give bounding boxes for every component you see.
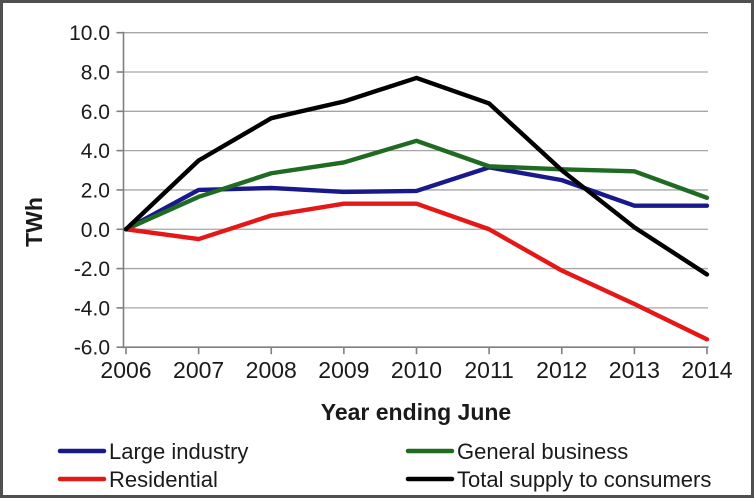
y-tick-label: 2.0 bbox=[81, 179, 110, 202]
legend-label-residential: Residential bbox=[109, 467, 218, 492]
y-axis-title: TWh bbox=[21, 197, 47, 247]
legend: Large industry General business Residentia… bbox=[57, 439, 711, 492]
x-tick-label: 2010 bbox=[391, 357, 442, 383]
y-tick-label: -4.0 bbox=[74, 297, 110, 320]
x-tick-label: 2006 bbox=[100, 357, 151, 383]
x-tick-label: 2013 bbox=[609, 357, 660, 383]
y-tick-label: -2.0 bbox=[74, 258, 110, 281]
legend-label-total-supply-to-consumers: Total supply to consumers bbox=[457, 467, 711, 492]
y-tick-label: 10.0 bbox=[69, 22, 110, 45]
data-series bbox=[123, 75, 710, 342]
x-tick-label: 2011 bbox=[464, 357, 513, 383]
series-line-large-industry bbox=[123, 165, 710, 232]
y-tick-label: 6.0 bbox=[81, 101, 110, 124]
x-axis-tick-labels: 2006 2007 2008 2009 2010 2011 2012 2013 2014 bbox=[100, 357, 732, 383]
axes bbox=[116, 31, 709, 355]
series-line-residential bbox=[123, 201, 710, 342]
x-tick-label: 2014 bbox=[681, 357, 732, 383]
y-axis-tick-labels: 10.0 8.0 6.0 4.0 2.0 0.0 -2.0 -4.0 -6.0 bbox=[69, 22, 110, 360]
y-tick-label: 8.0 bbox=[81, 62, 110, 85]
legend-label-general-business: General business bbox=[457, 439, 628, 464]
x-tick-label: 2007 bbox=[173, 357, 224, 383]
series-line-general-business bbox=[123, 138, 710, 232]
y-tick-label: 0.0 bbox=[81, 219, 110, 242]
x-tick-label: 2012 bbox=[536, 357, 587, 383]
y-tick-label: 4.0 bbox=[81, 140, 110, 163]
series-line-total-supply-to-consumers bbox=[123, 75, 710, 277]
line-chart: 10.0 8.0 6.0 4.0 2.0 0.0 -2.0 -4.0 -6.0 2006 2007… bbox=[21, 22, 733, 492]
x-axis-title: Year ending June bbox=[321, 399, 511, 425]
x-tick-label: 2009 bbox=[318, 357, 369, 383]
legend-label-large-industry: Large industry bbox=[109, 439, 248, 464]
x-tick-label: 2008 bbox=[246, 357, 297, 383]
y-tick-label: -6.0 bbox=[74, 337, 110, 360]
